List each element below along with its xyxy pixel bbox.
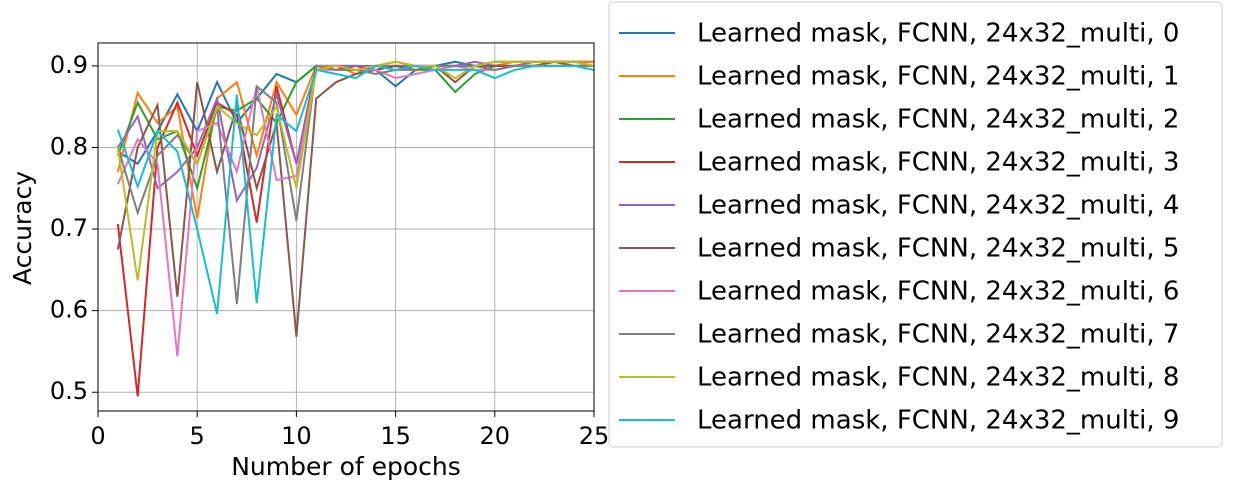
legend-label: Learned mask, FCNN, 24x32_multi, 8 <box>697 363 1179 393</box>
x-tick-label: 10 <box>281 422 312 450</box>
x-axis-label: Number of epochs <box>231 452 461 481</box>
y-tick-label: 0.6 <box>50 296 88 324</box>
x-tick-label: 20 <box>480 422 511 450</box>
legend-label: Learned mask, FCNN, 24x32_multi, 2 <box>697 105 1179 135</box>
series-line <box>116 64 594 315</box>
x-tick-label: 5 <box>190 422 205 450</box>
x-tick-label: 15 <box>380 422 411 450</box>
legend-label: Learned mask, FCNN, 24x32_multi, 1 <box>697 62 1179 92</box>
legend-label: Learned mask, FCNN, 24x32_multi, 3 <box>697 148 1179 178</box>
series-line <box>116 64 594 357</box>
legend-label: Learned mask, FCNN, 24x32_multi, 0 <box>697 19 1179 49</box>
legend-label: Learned mask, FCNN, 24x32_multi, 7 <box>697 320 1179 350</box>
y-tick-label: 0.8 <box>50 132 88 160</box>
y-axis-label: Accuracy <box>8 171 37 285</box>
y-tick-label: 0.9 <box>50 51 88 79</box>
y-tick-label: 0.5 <box>50 377 88 405</box>
series-line <box>116 60 594 204</box>
x-tick-label: 25 <box>579 422 610 450</box>
legend-label: Learned mask, FCNN, 24x32_multi, 9 <box>697 406 1179 436</box>
x-tick-label: 0 <box>90 422 105 450</box>
legend-box <box>608 1 1223 448</box>
legend-label: Learned mask, FCNN, 24x32_multi, 5 <box>697 234 1179 264</box>
series-line <box>116 64 594 305</box>
y-tick-label: 0.7 <box>50 214 88 242</box>
series-line <box>116 60 594 281</box>
axes-frame <box>97 42 595 412</box>
legend-label: Learned mask, FCNN, 24x32_multi, 6 <box>697 277 1179 307</box>
legend-label: Learned mask, FCNN, 24x32_multi, 4 <box>697 191 1179 221</box>
